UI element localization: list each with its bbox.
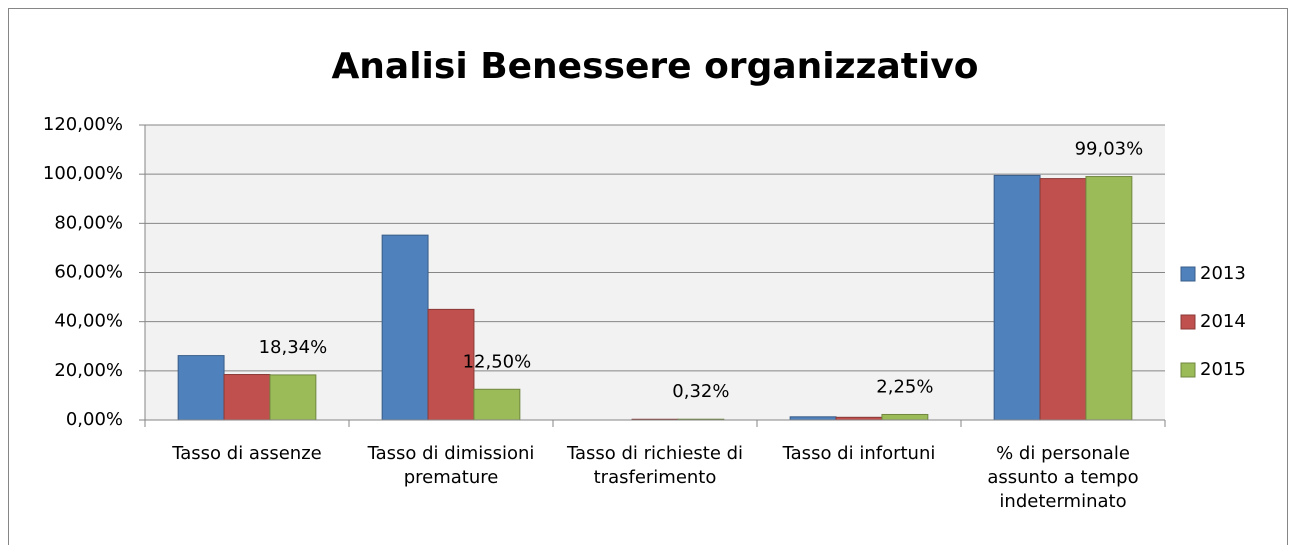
data-label: 99,03% [1075,139,1144,160]
legend-label: 2015 [1200,359,1246,380]
bar [427,308,475,421]
legend-swatch [1180,266,1196,282]
x-tick-label: Tasso di dimissioni premature [367,443,535,488]
y-tick-label: 40,00% [54,311,123,332]
y-tick-label: 60,00% [54,262,123,283]
x-tick-label: % di personale assunto a tempo indetermi… [987,443,1139,512]
y-tick-label: 120,00% [43,114,123,135]
legend-swatch [1180,362,1196,378]
bar [269,374,317,421]
data-label: 0,32% [672,381,729,402]
x-tick-label: Tasso di richieste di trasferimento [566,443,744,488]
legend-label: 2013 [1200,263,1246,284]
legend-label: 2014 [1200,311,1246,332]
y-tick-label: 0,00% [66,409,123,430]
bar [993,174,1041,421]
bar [177,355,225,421]
y-tick-label: 80,00% [54,212,123,233]
data-label: 18,34% [259,337,328,358]
data-label: 2,25% [876,376,933,397]
bar [881,413,929,421]
legend-swatch [1180,314,1196,330]
bar [1085,176,1133,421]
data-label: 12,50% [463,351,532,372]
y-tick-label: 20,00% [54,360,123,381]
chart-title: Analisi Benessere organizzativo [331,46,978,87]
x-tick-label: Tasso di infortuni [782,443,936,464]
x-tick-label: Tasso di assenze [172,443,322,464]
bar [223,374,271,421]
bar [381,234,429,421]
y-tick-label: 100,00% [43,163,123,184]
bar [473,388,521,421]
bar [1039,178,1087,421]
